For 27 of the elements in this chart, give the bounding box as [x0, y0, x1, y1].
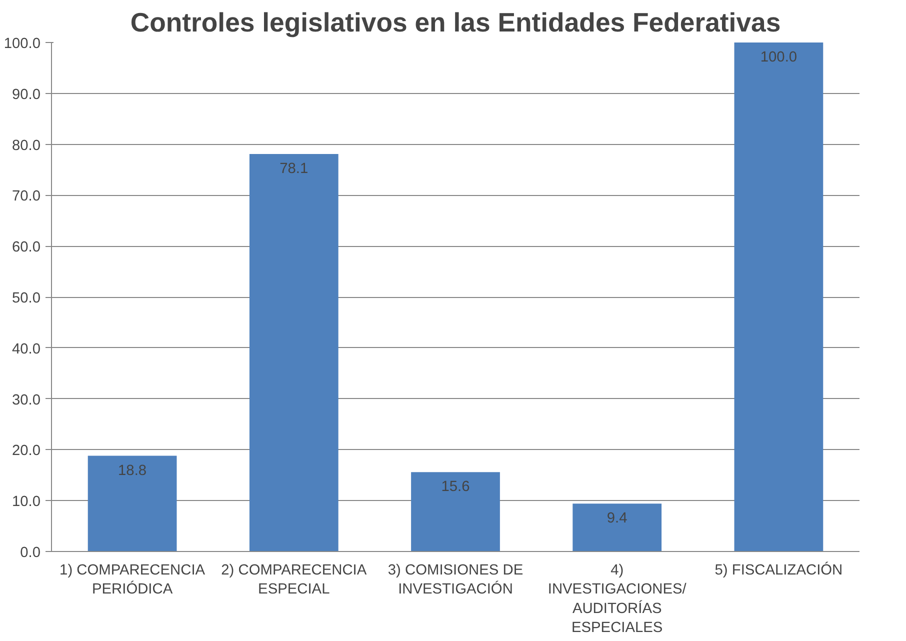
data-label: 9.4	[606, 510, 628, 527]
y-tick-label: 40.0	[12, 341, 41, 358]
y-tick-label: 0.0	[20, 545, 40, 561]
bar	[411, 472, 500, 552]
x-tick-label: 2) COMPARECENCIA ESPECIAL	[221, 562, 367, 598]
x-tick-label: 3) COMISIONES DE INVESTIGACIÓN	[388, 562, 524, 598]
x-tick-label: 5) FISCALIZACIÓN	[714, 562, 843, 578]
bar	[572, 504, 662, 552]
y-tick-label: 30.0	[12, 392, 41, 408]
y-tick-label: 10.0	[12, 494, 41, 510]
data-label: 15.6	[441, 479, 470, 496]
bar	[734, 42, 824, 552]
x-tick-label: 4) INVESTIGACIONES/ AUDITORÍAS ESPECIALES	[548, 562, 688, 636]
y-tick-label: 60.0	[12, 240, 41, 256]
data-label: 18.8	[118, 462, 147, 479]
y-tick-label: 100.0	[4, 36, 41, 52]
bar	[249, 154, 338, 552]
y-tick-label: 20.0	[12, 443, 41, 460]
y-tick-label: 80.0	[12, 138, 41, 154]
data-label: 78.1	[280, 160, 308, 177]
data-label: 100.0	[760, 50, 798, 66]
y-tick-label: 70.0	[12, 188, 41, 205]
chart-title: Controles legislativos en las Entidades Federativas	[130, 8, 781, 38]
y-tick-label: 90.0	[12, 86, 41, 103]
y-tick-label: 50.0	[12, 290, 41, 306]
bar	[88, 456, 177, 552]
x-tick-label: 1) COMPARECENCIA PERIÓDICA	[60, 562, 206, 598]
